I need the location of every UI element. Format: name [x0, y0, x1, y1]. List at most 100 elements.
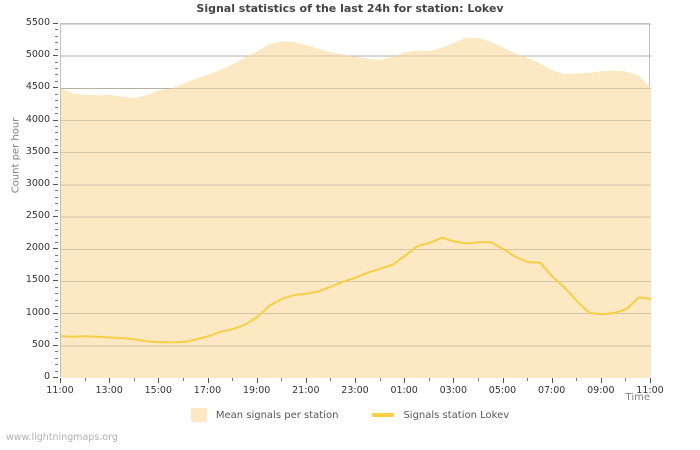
x-tick-mark [502, 378, 504, 383]
x-tick-minor [428, 378, 430, 381]
y-tick-label: 3500 [25, 145, 50, 157]
x-tick-minor [477, 378, 479, 381]
y-tick-minor [55, 145, 58, 147]
y-tick-mark [53, 87, 58, 89]
y-tick-minor [55, 132, 58, 134]
x-tick-mark [109, 378, 111, 383]
x-tick-minor [330, 378, 332, 381]
x-tick-label: 19:00 [242, 385, 271, 396]
y-tick-mark [53, 151, 58, 153]
y-tick-minor [55, 299, 58, 301]
y-tick-minor [55, 331, 58, 333]
x-tick-minor [182, 378, 184, 381]
x-tick-mark [650, 378, 651, 383]
y-tick-minor [55, 274, 58, 276]
y-tick-minor [55, 74, 58, 76]
x-tick-label: 05:00 [488, 385, 517, 396]
chart-svg [61, 24, 651, 378]
y-tick-mark [53, 55, 58, 57]
y-tick-mark [53, 119, 58, 121]
y-tick-minor [55, 203, 58, 205]
y-tick-minor [55, 351, 58, 353]
x-tick-minor [576, 378, 578, 381]
x-tick-label: 21:00 [292, 385, 320, 396]
x-tick-label: 15:00 [144, 385, 173, 396]
x-tick-mark [305, 378, 307, 383]
x-axis-label: Time [625, 392, 650, 403]
y-tick-label: 500 [31, 338, 50, 350]
y-tick-minor [55, 254, 58, 256]
x-tick-minor [281, 378, 283, 381]
y-tick-minor [55, 48, 58, 50]
legend-item-station-signals: Signals station Lokev [372, 410, 509, 421]
x-tick-mark [207, 378, 209, 383]
y-tick-label: 4500 [25, 81, 50, 93]
y-tick-minor [55, 325, 58, 327]
y-tick-label: 2000 [25, 242, 50, 254]
y-tick-minor [55, 357, 58, 359]
x-tick-mark [256, 378, 258, 383]
y-tick-minor [55, 338, 58, 340]
y-tick-label: 5000 [25, 49, 50, 61]
line-swatch-icon [372, 413, 395, 417]
y-axis-label: Count per hour [10, 117, 22, 194]
area-swatch-icon [190, 408, 207, 422]
y-tick-minor [55, 190, 58, 192]
y-tick-minor [55, 228, 58, 230]
x-tick-label: 17:00 [193, 385, 222, 396]
y-tick-minor [55, 68, 58, 70]
x-tick-label: 13:00 [95, 385, 123, 396]
legend-label-mean-signals: Mean signals per station [215, 409, 339, 421]
y-tick-minor [55, 177, 58, 179]
x-tick-mark [404, 378, 406, 383]
y-tick-mark [53, 183, 58, 185]
x-tick-mark [60, 378, 61, 383]
x-tick-label: 01:00 [390, 385, 418, 396]
mean-signals-area [61, 37, 651, 378]
x-tick-minor [379, 378, 381, 381]
y-tick-minor [55, 235, 58, 237]
y-tick-minor [55, 158, 58, 160]
y-tick-minor [55, 138, 58, 140]
x-tick-mark [551, 378, 553, 383]
y-tick-label: 4000 [25, 113, 50, 125]
y-tick-minor [55, 29, 58, 31]
y-tick-minor [55, 106, 58, 108]
plot-area [60, 23, 651, 378]
y-tick-minor [55, 209, 58, 211]
x-tick-label: 11:00 [46, 385, 74, 396]
x-tick-minor [625, 378, 627, 381]
y-tick-minor [55, 171, 58, 173]
site-watermark: www.lightningmaps.org [6, 432, 118, 443]
x-tick-minor [232, 378, 234, 381]
x-tick-minor [527, 378, 529, 381]
x-tick-label: 07:00 [537, 385, 566, 396]
y-tick-minor [55, 113, 58, 115]
y-tick-mark [53, 344, 58, 346]
legend-label-station-signals: Signals station Lokev [403, 409, 510, 421]
y-tick-minor [55, 267, 58, 269]
y-tick-minor [55, 196, 58, 198]
y-tick-minor [55, 293, 58, 295]
legend-item-mean-signals: Mean signals per station [190, 408, 339, 422]
y-tick-minor [55, 93, 58, 95]
y-tick-label: 2500 [25, 210, 50, 222]
y-tick-label: 3000 [25, 177, 50, 189]
x-tick-mark [158, 378, 160, 383]
station-signals-line [61, 236, 651, 344]
x-axis-ticks: 11:00 13:00 15:00 17:00 19:00 21:00 23:00 01:00… [46, 378, 664, 404]
y-tick-minor [55, 370, 58, 372]
y-tick-minor [55, 319, 58, 321]
y-tick-minor [55, 241, 58, 243]
y-tick-minor [55, 261, 58, 263]
x-tick-mark [355, 378, 356, 383]
y-tick-mark [53, 377, 58, 378]
x-tick-label: 11:00 [636, 385, 664, 396]
y-tick-minor [55, 42, 58, 44]
x-tick-minor [84, 378, 86, 381]
x-tick-label: 09:00 [587, 385, 615, 396]
x-tick-mark [600, 378, 602, 383]
x-tick-minor [133, 378, 135, 381]
chart-legend: Mean signals per station Signals station… [0, 408, 700, 422]
y-tick-mark [53, 248, 58, 250]
